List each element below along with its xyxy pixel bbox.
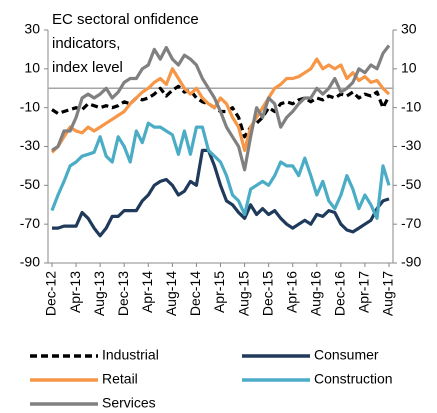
x-tick-label: Aug-17 <box>380 271 396 316</box>
y2-tick-label: -90 <box>401 254 421 270</box>
x-tick-label: Dec-12 <box>43 271 59 316</box>
x-tick-label: Dec-15 <box>259 271 275 316</box>
legend-label: Services <box>102 395 156 411</box>
y2-tick-label: -30 <box>401 137 421 153</box>
legend-label: Construction <box>314 371 393 387</box>
y2-tick-label: -50 <box>401 176 421 192</box>
x-tick-label: Aug-14 <box>163 271 179 316</box>
y-tick-label: 10 <box>24 60 40 76</box>
chart-title: indicators, <box>52 35 120 52</box>
y-tick-label: -50 <box>20 176 40 192</box>
series-line <box>51 44 391 172</box>
x-tick-label: Apr-13 <box>67 271 83 313</box>
x-tick-label: Apr-14 <box>139 271 155 313</box>
y-tick-label: 30 <box>24 21 40 37</box>
series-line <box>50 57 391 154</box>
y2-tick-label: -70 <box>401 215 421 231</box>
x-tick-label: Dec-13 <box>115 271 131 316</box>
legend-label: Consumer <box>314 347 379 363</box>
y-tick-label: -30 <box>20 137 40 153</box>
chart-title: EC sectoral onfidence <box>52 11 199 28</box>
y2-tick-label: -10 <box>401 98 421 114</box>
chart-title: index level <box>52 59 123 76</box>
series-line <box>52 148 390 238</box>
x-tick-label: Aug-13 <box>91 271 107 316</box>
x-tick-label: Dec-16 <box>332 271 348 316</box>
x-tick-label: Apr-16 <box>283 271 299 313</box>
y2-tick-label: 10 <box>401 60 417 76</box>
y-tick-label: -70 <box>20 215 40 231</box>
y-tick-label: -90 <box>20 254 40 270</box>
series-line <box>50 121 391 220</box>
x-tick-label: Dec-14 <box>187 271 203 316</box>
y-tick-label: -10 <box>20 98 40 114</box>
x-tick-label: Aug-15 <box>235 271 251 316</box>
x-tick-label: Apr-17 <box>356 271 372 313</box>
x-tick-label: Apr-15 <box>211 271 227 313</box>
y2-tick-label: 30 <box>401 21 417 37</box>
legend-label: Retail <box>102 371 138 387</box>
legend-label: Industrial <box>102 347 159 363</box>
x-tick-label: Aug-16 <box>307 271 323 316</box>
